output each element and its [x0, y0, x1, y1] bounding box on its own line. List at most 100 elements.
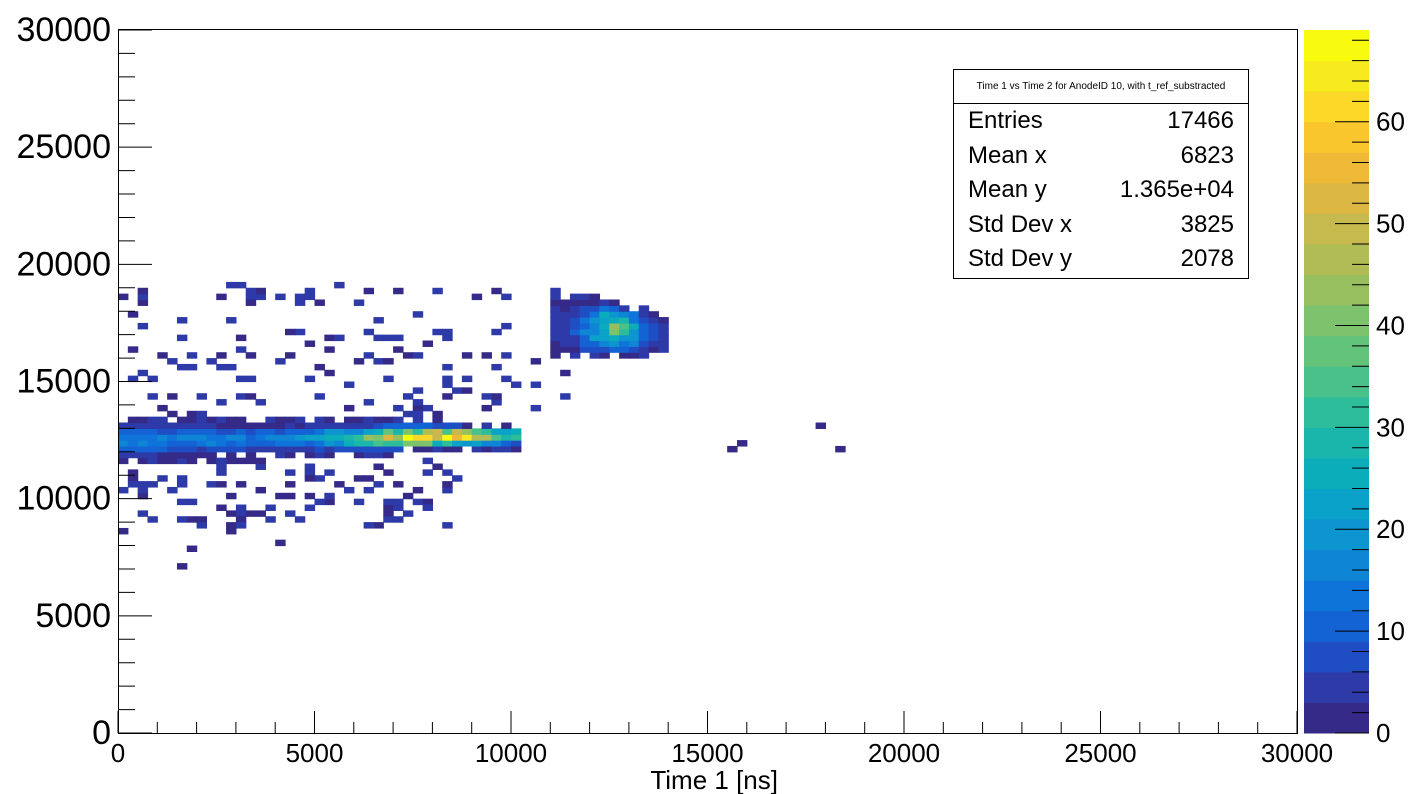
heatmap-cell — [619, 322, 630, 330]
heatmap-cell — [226, 522, 237, 529]
heatmap-cell — [255, 428, 266, 435]
heatmap-cell — [196, 410, 208, 418]
heatmap-cell — [589, 311, 601, 318]
heatmap-cell — [589, 340, 601, 347]
heatmap-cell — [628, 340, 640, 347]
heatmap-cell — [442, 393, 453, 400]
heatmap-cell — [206, 457, 217, 465]
heatmap-cell — [245, 287, 257, 295]
heatmap-cell — [550, 287, 561, 295]
heatmap-cell — [481, 404, 492, 412]
heatmap-cell — [550, 317, 561, 324]
heatmap-cell — [324, 451, 335, 459]
palette-band — [1304, 335, 1369, 367]
heatmap-cell — [196, 522, 208, 529]
heatmap-cell — [452, 428, 463, 435]
heatmap-cell — [442, 334, 453, 342]
heatmap-cell — [402, 422, 414, 429]
heatmap-cell — [147, 416, 158, 424]
palette-band — [1304, 366, 1369, 398]
heatmap-cell — [186, 440, 198, 447]
heatmap-cell — [412, 399, 424, 406]
heatmap-cell — [471, 293, 483, 301]
heatmap-cell — [137, 369, 149, 377]
heatmap-cell — [363, 434, 375, 441]
heatmap-cell — [638, 334, 650, 342]
heatmap-cell — [285, 510, 296, 517]
heatmap-cell — [167, 358, 178, 365]
heatmap-cell — [619, 346, 630, 353]
heatmap-cell — [216, 352, 227, 359]
heatmap-cell — [402, 510, 414, 517]
heatmap-cell — [491, 428, 502, 435]
stats-label: Mean y — [968, 176, 1047, 203]
heatmap-cell — [294, 440, 306, 447]
heatmap-cell — [383, 428, 394, 435]
heatmap-cell — [648, 334, 659, 342]
heatmap-cell — [393, 440, 404, 447]
color-axis-label: 30 — [1376, 412, 1405, 442]
heatmap-cell — [235, 334, 247, 342]
y-tick-label: 0 — [92, 714, 111, 752]
heatmap-cell — [442, 481, 453, 488]
heatmap-cell — [363, 522, 375, 529]
heatmap-cell — [245, 293, 257, 301]
heatmap-cell — [550, 322, 561, 330]
stats-row-mean-x: Mean x 6823 — [954, 139, 1248, 174]
palette-band — [1304, 152, 1369, 184]
heatmap-cell — [589, 322, 601, 330]
heatmap-cell — [334, 281, 345, 289]
heatmap-cell — [157, 434, 168, 441]
heatmap-cell — [304, 445, 316, 453]
heatmap-cell — [550, 352, 561, 359]
heatmap-cell — [373, 451, 384, 459]
heatmap-cell — [324, 334, 335, 342]
heatmap-cell — [550, 293, 561, 301]
heatmap-cell — [196, 451, 208, 459]
heatmap-cell — [442, 445, 453, 453]
heatmap-cell — [648, 317, 659, 324]
heatmap-cell — [628, 322, 640, 330]
heatmap-cell — [579, 340, 591, 347]
heatmap-cell — [304, 440, 316, 447]
heatmap-cell — [461, 440, 473, 447]
heatmap-cell — [560, 305, 571, 312]
heatmap-cell — [216, 363, 227, 371]
heatmap-cell — [137, 451, 149, 459]
heatmap-cell — [402, 352, 414, 359]
heatmap-cell — [285, 428, 296, 435]
heatmap-cell — [412, 387, 424, 394]
heatmap-cell — [560, 299, 571, 306]
heatmap-cell — [432, 422, 443, 429]
heatmap-cell — [245, 510, 257, 517]
heatmap-cell — [245, 299, 257, 306]
heatmap-cell — [314, 445, 325, 453]
heatmap-cell — [255, 422, 266, 429]
stats-row-std-dev-y: Std Dev y 2078 — [954, 242, 1248, 277]
heatmap-cell — [373, 445, 384, 453]
heatmap-cell — [609, 311, 620, 318]
heatmap-cell — [599, 317, 610, 324]
heatmap-cell — [176, 457, 188, 465]
heatmap-cell — [186, 416, 198, 424]
stats-value: 17466 — [1167, 107, 1234, 134]
heatmap-cell — [157, 440, 168, 447]
heatmap-cell — [393, 334, 404, 342]
heatmap-cell — [304, 451, 316, 459]
heatmap-cell — [137, 440, 149, 447]
heatmap-cell — [245, 375, 257, 383]
heatmap-cell — [176, 451, 188, 459]
heatmap-cell — [235, 422, 247, 429]
heatmap-cell — [619, 340, 630, 347]
palette-band — [1304, 519, 1369, 551]
heatmap-cell — [304, 469, 316, 476]
heatmap-cell — [638, 311, 650, 318]
heatmap-cell — [452, 440, 463, 447]
palette-band — [1304, 610, 1369, 642]
heatmap-cell — [589, 328, 601, 336]
heatmap-cell — [176, 475, 188, 482]
heatmap-cell — [265, 440, 276, 447]
heatmap-cell — [176, 481, 188, 488]
heatmap-cell — [275, 422, 286, 429]
